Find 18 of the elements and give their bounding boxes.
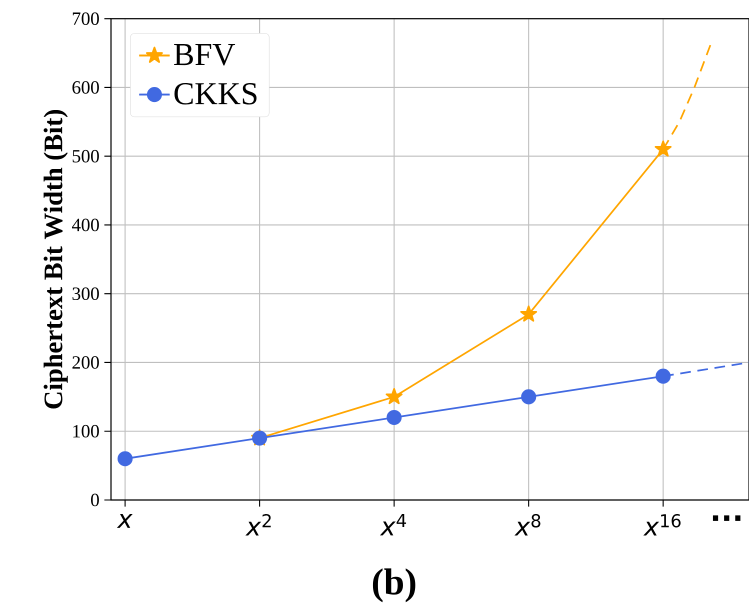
text: ...: [712, 515, 740, 521]
x-tick-label: x$^{8}$: [514, 514, 540, 536]
y-tick-label: 500: [72, 150, 99, 162]
text: (b): [372, 568, 416, 602]
x-tick-label: x: [116, 514, 133, 528]
y-tick-label: 200: [72, 356, 99, 369]
x-tick-label: x$^{2}$: [245, 514, 271, 536]
x-tick-label: x$^{16}$: [643, 514, 681, 536]
y-tick-label: 600: [72, 81, 99, 94]
legend-label: BFV: [174, 44, 236, 66]
y-tick-label: 0: [91, 494, 99, 506]
x-tick-label: x$^{4}$: [380, 514, 406, 536]
y-axis-title: Ciphertext Bit Width (Bit): [44, 110, 68, 409]
legend-label: CKKS: [174, 83, 257, 104]
y-tick-label: 700: [72, 12, 99, 25]
y-tick-label: 300: [72, 287, 99, 300]
y-tick-label: 400: [72, 218, 99, 232]
y-tick-label: 100: [73, 424, 99, 438]
